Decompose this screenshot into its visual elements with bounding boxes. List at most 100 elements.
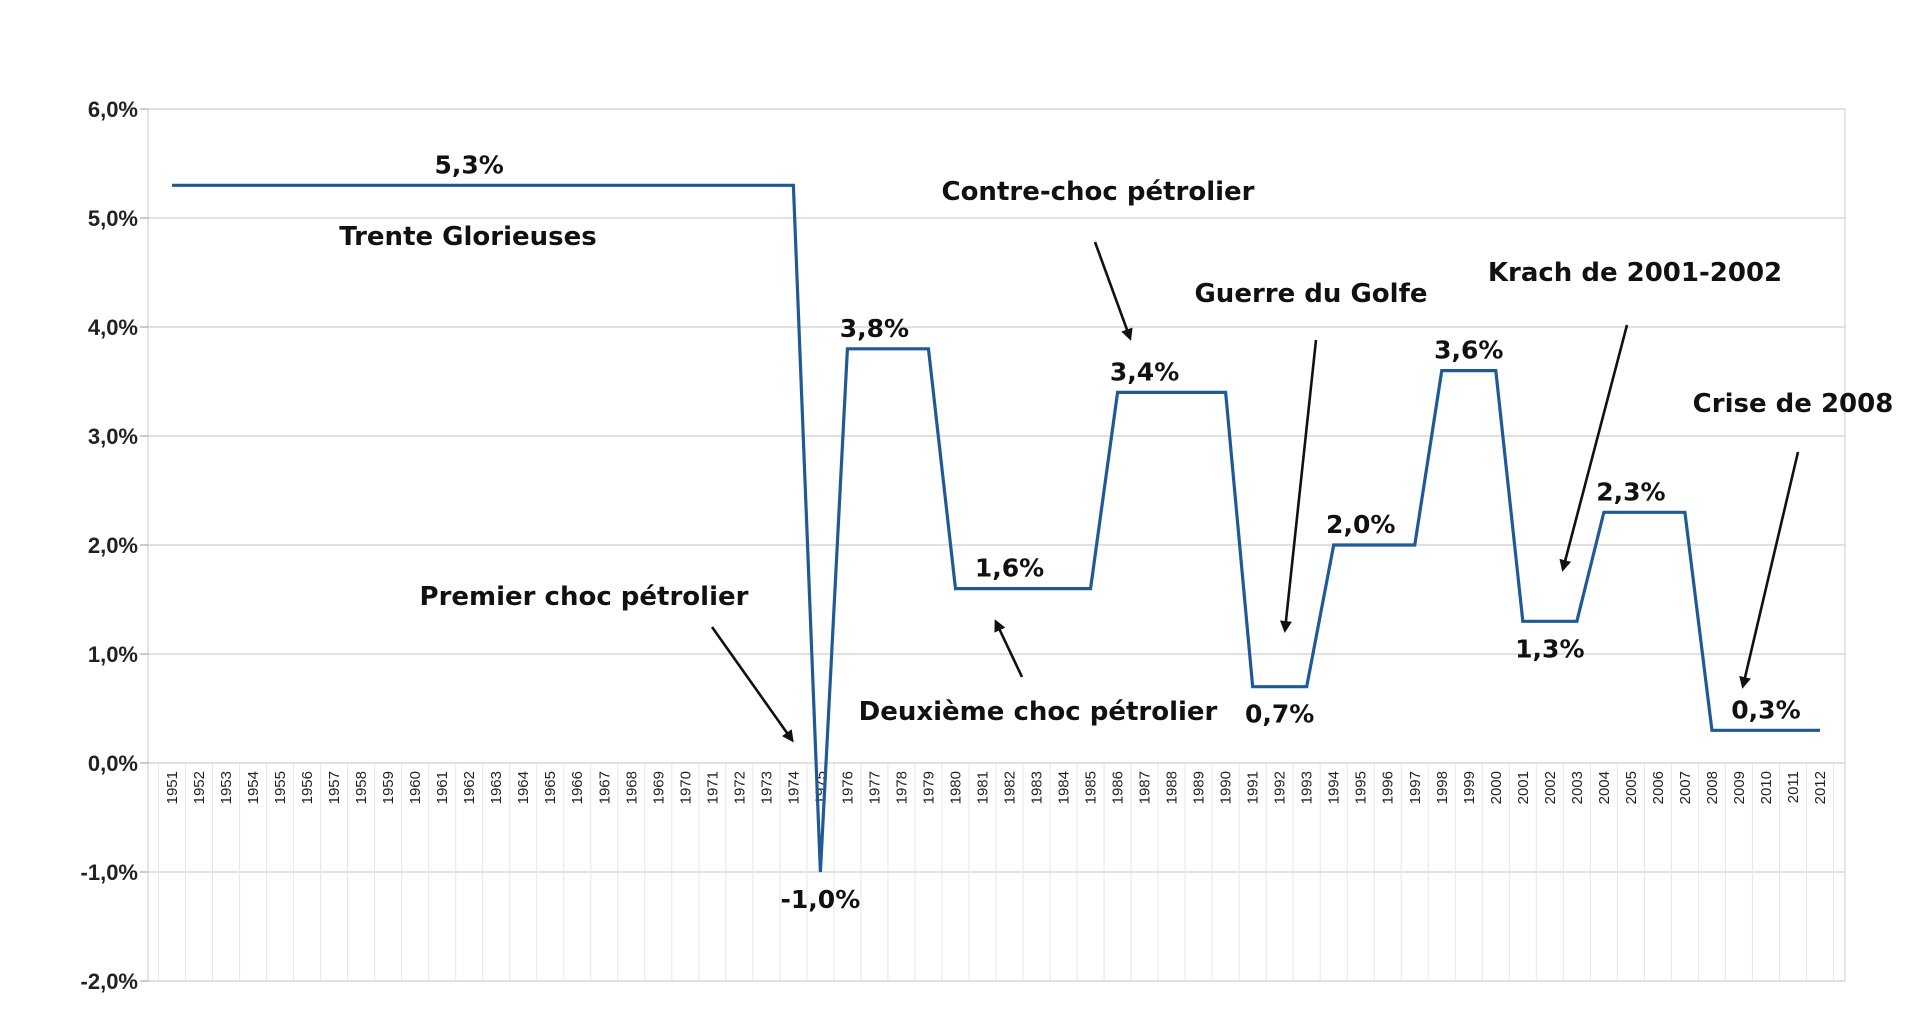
- x-tick-label: 1982: [1002, 771, 1019, 804]
- x-tick-label: 1979: [920, 771, 937, 804]
- x-tick-label: 1963: [488, 771, 505, 804]
- data-labels: 5,3% -1,0% 3,8% 1,6% 3,4% 0,7% 2,0% 3,6% 1,3% 2,3…: [435, 150, 1801, 914]
- data-label: 3,8%: [840, 314, 909, 343]
- x-tick-label: 2003: [1569, 771, 1586, 804]
- x-tick-label: 2008: [1704, 771, 1721, 804]
- x-tick-label: 2010: [1758, 771, 1775, 804]
- data-label: -1,0%: [781, 885, 861, 914]
- y-tick-label: -1,0%: [81, 860, 138, 885]
- annotation-label: Deuxième choc pétrolier: [859, 697, 1218, 727]
- annotation-label: Premier choc pétrolier: [420, 582, 749, 612]
- x-tick-label: 1981: [974, 771, 991, 804]
- grid-layer: [147, 108, 1846, 982]
- x-tick-label: 1960: [407, 771, 424, 804]
- x-tick-label: 1969: [650, 771, 667, 804]
- x-tick-label: 1962: [461, 771, 478, 804]
- x-tick-label: 2011: [1785, 771, 1802, 803]
- x-tick-label: 1964: [515, 771, 532, 804]
- data-label: 0,3%: [1731, 695, 1800, 724]
- annotation-arrow: [1093, 241, 1133, 341]
- annotation-label: Krach de 2001-2002: [1488, 258, 1782, 288]
- x-tick-label: 1991: [1245, 771, 1262, 804]
- annotation-label: Guerre du Golfe: [1194, 279, 1427, 309]
- x-tick-label: 1956: [299, 771, 316, 804]
- x-tick-label: 1999: [1461, 771, 1478, 804]
- y-tick-label: -2,0%: [81, 969, 138, 994]
- x-tick-label: 1970: [677, 771, 694, 804]
- x-tick-label: 1978: [893, 771, 910, 804]
- annotation-arrows: [710, 241, 1800, 743]
- annotation-arrow: [994, 619, 1024, 678]
- data-label: 0,7%: [1245, 700, 1314, 729]
- annotation-label: Crise de 2008: [1693, 389, 1894, 419]
- x-tick-label: 1992: [1272, 771, 1289, 804]
- annotation-arrow: [710, 626, 794, 743]
- x-tick-label: 1952: [191, 771, 208, 804]
- annotation-arrow: [1739, 451, 1800, 689]
- x-tick-label: 1977: [866, 771, 883, 804]
- x-tick-label: 1984: [1056, 771, 1073, 804]
- x-tick-label: 1958: [353, 771, 370, 804]
- annotation-label: Contre-choc pétrolier: [941, 177, 1254, 207]
- x-tick-label: 1966: [569, 771, 586, 804]
- x-tick-label: 1965: [542, 771, 559, 804]
- x-tick-label: 2006: [1650, 771, 1667, 804]
- x-tick-label: 1987: [1137, 771, 1154, 804]
- x-tick-label: 1959: [380, 771, 397, 804]
- y-tick-label: 3,0%: [88, 424, 138, 449]
- x-tick-label: 1998: [1434, 771, 1451, 804]
- x-tick-label: 1953: [218, 771, 235, 804]
- x-tick-label: 2005: [1623, 771, 1640, 804]
- data-label: 2,0%: [1326, 510, 1395, 539]
- x-tick-label: 1993: [1299, 771, 1316, 804]
- x-tick-label: 1951: [164, 771, 181, 804]
- x-tick-label: 1954: [245, 771, 262, 804]
- x-tick-label: 2012: [1812, 771, 1829, 804]
- x-tick-label: 2001: [1515, 771, 1532, 804]
- x-tick-label: 1988: [1164, 771, 1181, 804]
- x-tick-label: 1967: [596, 771, 613, 804]
- y-tick-label: 0,0%: [88, 751, 138, 776]
- data-label: 3,6%: [1434, 336, 1503, 365]
- x-tick-label: 2009: [1731, 771, 1748, 804]
- y-tick-label: 1,0%: [88, 642, 138, 667]
- x-tick-label: 1989: [1191, 771, 1208, 804]
- y-tick-label: 4,0%: [88, 315, 138, 340]
- x-tick-label: 1957: [326, 771, 343, 804]
- x-tick-label: 1980: [947, 771, 964, 804]
- x-tick-label: 2007: [1677, 771, 1694, 804]
- annotation-arrow: [1559, 324, 1629, 572]
- x-tick-label: 1973: [758, 771, 775, 804]
- x-tick-label: 2004: [1596, 771, 1613, 804]
- x-tick-label: 1972: [731, 771, 748, 804]
- x-tick-label: 1983: [1029, 771, 1046, 804]
- data-label: 1,3%: [1515, 634, 1584, 663]
- axis-layer: -2,0% -1,0% 0,0% 1,0% 2,0% 3,0% 4,0% 5,0% 6,0% 19…: [81, 97, 1829, 994]
- x-tick-label: 1971: [704, 771, 721, 804]
- data-label: 5,3%: [435, 150, 504, 179]
- x-tick-label: 2002: [1542, 771, 1559, 804]
- y-tick-label: 2,0%: [88, 533, 138, 558]
- data-label: 1,6%: [975, 554, 1044, 583]
- data-label: 3,4%: [1110, 357, 1179, 386]
- x-tick-label: 1996: [1380, 771, 1397, 804]
- data-label: 2,3%: [1596, 477, 1665, 506]
- series-layer: [171, 183, 1821, 873]
- x-tick-label: 1976: [839, 771, 856, 804]
- y-tick-label: 6,0%: [88, 97, 138, 122]
- x-tick-label: 1994: [1326, 771, 1343, 804]
- x-tick-label: 1995: [1353, 771, 1370, 804]
- x-tick-label: 1968: [623, 771, 640, 804]
- annotation-label: Trente Glorieuses: [339, 222, 597, 252]
- x-tick-label: 1990: [1218, 771, 1235, 804]
- x-tick-label: 1997: [1407, 771, 1424, 804]
- annotations: Trente Glorieuses Premier choc pétrolier D…: [339, 177, 1893, 727]
- annotation-arrow: [1279, 339, 1318, 633]
- x-tick-label: 1961: [434, 771, 451, 804]
- series-line: [172, 183, 1820, 873]
- x-tick-label: 1955: [272, 771, 289, 804]
- x-tick-label: 1986: [1110, 771, 1127, 804]
- x-tick-label: 2000: [1488, 771, 1505, 804]
